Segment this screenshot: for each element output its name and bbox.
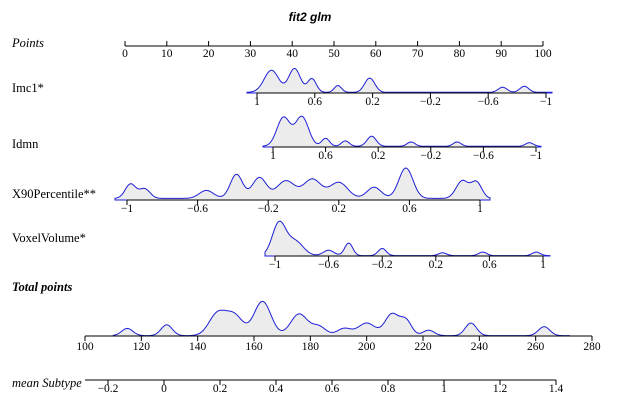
row-label-voxelvolume: VoxelVolume* — [12, 231, 86, 245]
tick-label-points-3: 30 — [245, 48, 257, 60]
tick-label-voxelvolume-5: 1 — [540, 259, 546, 271]
tick-label-x90percentile-4: 0.6 — [402, 203, 417, 215]
density-curve-idmn — [262, 115, 542, 148]
tick-label-points-8: 80 — [454, 48, 466, 60]
tick-label-points-2: 20 — [203, 48, 215, 60]
tick-label-mean-subtype-3: 0.4 — [269, 383, 284, 395]
row-label-x90percentile: X90Percentile** — [12, 187, 96, 201]
tick-label-voxelvolume-1: −0.6 — [318, 259, 339, 271]
tick-label-total-points-0: 100 — [76, 341, 94, 353]
tick-label-mean-subtype-0: −0.2 — [98, 383, 119, 395]
tick-label-x90percentile-2: −0.2 — [258, 203, 279, 215]
tick-label-mean-subtype-7: 1.2 — [493, 383, 508, 395]
tick-label-mean-subtype-8: 1.4 — [549, 383, 564, 395]
tick-label-total-points-9: 280 — [583, 341, 601, 353]
tick-label-voxelvolume-2: −0.2 — [372, 259, 393, 271]
tick-label-imc1-4: −0.6 — [478, 96, 499, 108]
tick-label-points-10: 100 — [534, 48, 552, 60]
tick-label-total-points-8: 260 — [527, 341, 545, 353]
tick-label-points-9: 90 — [495, 48, 507, 60]
tick-label-imc1-5: −1 — [540, 96, 552, 108]
density-curve-voxelvolume — [264, 220, 551, 257]
row-label-mean-subtype: mean Subtype — [12, 376, 82, 390]
tick-label-mean-subtype-1: 0 — [161, 383, 167, 395]
tick-label-points-0: 0 — [122, 48, 128, 60]
tick-label-idmn-5: −1 — [530, 150, 542, 162]
tick-label-idmn-0: 1 — [270, 150, 276, 162]
tick-label-total-points-7: 240 — [471, 341, 489, 353]
tick-label-total-points-1: 120 — [133, 341, 151, 353]
row-label-points: Points — [11, 36, 44, 50]
tick-label-voxelvolume-3: 0.2 — [429, 259, 444, 271]
tick-label-imc1-1: 0.6 — [308, 96, 323, 108]
tick-label-voxelvolume-4: 0.6 — [482, 259, 497, 271]
tick-label-total-points-6: 220 — [414, 341, 432, 353]
tick-label-x90percentile-1: −0.6 — [187, 203, 208, 215]
tick-label-mean-subtype-6: 1 — [441, 383, 447, 395]
tick-label-imc1-0: 1 — [254, 96, 260, 108]
tick-label-points-6: 60 — [370, 48, 382, 60]
density-curve-imc1 — [246, 68, 553, 94]
tick-label-points-4: 40 — [286, 48, 298, 60]
tick-label-mean-subtype-5: 0.8 — [381, 383, 396, 395]
tick-label-voxelvolume-0: −1 — [269, 259, 281, 271]
tick-label-idmn-2: 0.2 — [371, 150, 386, 162]
tick-label-x90percentile-0: −1 — [121, 203, 133, 215]
tick-label-idmn-3: −0.2 — [420, 150, 441, 162]
row-label-imc1: Imc1* — [12, 81, 44, 95]
density-curve-x90percentile — [114, 167, 491, 201]
chart-title: fit2 glm — [289, 10, 332, 24]
tick-label-total-points-4: 180 — [302, 341, 320, 353]
tick-label-idmn-1: 0.6 — [318, 150, 333, 162]
tick-label-mean-subtype-2: 0.2 — [213, 383, 228, 395]
tick-label-points-1: 10 — [161, 48, 173, 60]
tick-label-x90percentile-3: 0.2 — [332, 203, 347, 215]
row-label-idmn: Idmn — [12, 137, 39, 151]
tick-label-imc1-3: −0.2 — [420, 96, 441, 108]
tick-label-points-5: 50 — [328, 48, 340, 60]
row-label-total-points: Total points — [12, 280, 72, 294]
tick-label-total-points-3: 160 — [245, 341, 263, 353]
density-curve-total-points — [112, 300, 570, 337]
tick-label-total-points-5: 200 — [358, 341, 376, 353]
tick-label-points-7: 70 — [412, 48, 424, 60]
tick-label-x90percentile-5: 1 — [477, 203, 483, 215]
tick-label-idmn-4: −0.6 — [473, 150, 494, 162]
tick-label-total-points-2: 140 — [189, 341, 207, 353]
tick-label-mean-subtype-4: 0.6 — [325, 383, 340, 395]
tick-label-imc1-2: 0.2 — [365, 96, 380, 108]
